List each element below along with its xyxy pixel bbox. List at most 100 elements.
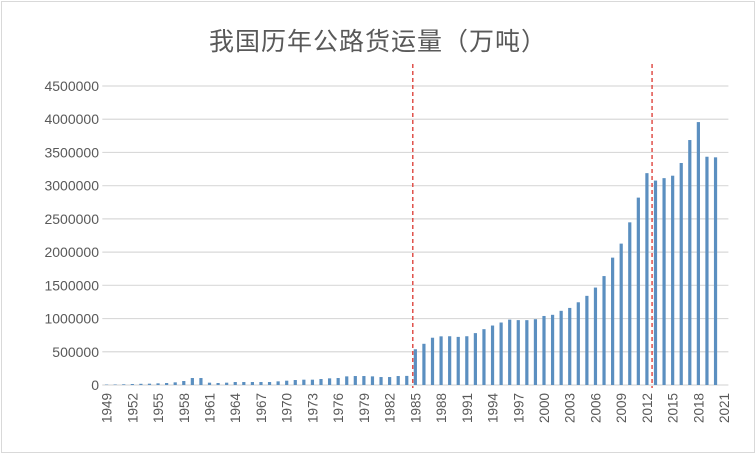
bar-1987 (430, 337, 435, 385)
bar-1979 (362, 376, 366, 385)
bar-1963 (225, 382, 229, 385)
bar-1956 (165, 383, 169, 385)
bar-1988 (439, 336, 443, 385)
bar-1994 (490, 325, 495, 385)
bar-1971 (293, 380, 297, 385)
bar-1978 (353, 376, 357, 385)
bar-1961 (207, 382, 212, 385)
bar-1998 (525, 320, 529, 385)
bar-2007 (602, 276, 606, 385)
x-tick-label: 1982 (383, 393, 398, 423)
bar-1972 (302, 379, 306, 385)
bar-1986 (422, 343, 426, 385)
x-tick-label: 1949 (100, 393, 115, 423)
x-tick-label: 1970 (280, 393, 295, 423)
bar-2009 (619, 243, 623, 385)
bar-1976 (336, 378, 340, 385)
y-tick-label: 3000000 (44, 178, 99, 194)
y-tick-label: 500000 (52, 344, 99, 360)
bar-2011 (636, 197, 640, 385)
bar-1995 (499, 322, 503, 385)
bar-1955 (156, 383, 160, 385)
x-tick-label: 2000 (537, 393, 552, 423)
x-tick-label: 1985 (408, 393, 423, 423)
bar-2015 (671, 175, 675, 385)
bar-2010 (628, 222, 632, 385)
x-tick-label: 2018 (691, 393, 706, 423)
bar-1966 (250, 382, 254, 385)
bar-2006 (593, 287, 598, 385)
bar-1962 (216, 383, 220, 385)
bar-1991 (465, 336, 469, 385)
bar-2005 (585, 295, 589, 385)
bar-1954 (147, 383, 152, 385)
x-tick-label: 1991 (460, 393, 475, 423)
bar-1999 (533, 319, 538, 385)
bar-2000 (542, 315, 546, 385)
x-tick-label: 1997 (511, 393, 526, 423)
x-tick-label: 1967 (254, 393, 269, 423)
x-tick-label: 1973 (305, 393, 320, 423)
x-tick-label: 1994 (486, 393, 501, 424)
bar-1967 (259, 382, 263, 385)
bar-2008 (611, 257, 615, 385)
y-tick-label: 1500000 (44, 277, 99, 293)
x-tick-label: 1955 (151, 393, 166, 423)
bar-1953 (139, 383, 143, 385)
bar-1968 (267, 382, 272, 385)
bar-1997 (516, 320, 520, 385)
bar-2013 (653, 180, 658, 385)
bar-1981 (379, 377, 383, 385)
x-tick-label: 1958 (177, 393, 192, 423)
y-tick-label: 0 (91, 377, 99, 393)
bar-1958 (182, 381, 186, 385)
bar-2018 (696, 122, 700, 386)
x-tick-label: 2003 (563, 393, 578, 423)
bar-1983 (396, 376, 400, 385)
x-tick-label: 1961 (203, 393, 218, 423)
y-tick-label: 2500000 (44, 211, 99, 227)
bar-1957 (173, 382, 177, 385)
bar-2019 (705, 156, 709, 385)
bar-1973 (310, 379, 315, 385)
bar-1951 (122, 384, 126, 385)
bar-1977 (345, 376, 349, 385)
x-tick-label: 1988 (434, 393, 449, 423)
bar-1989 (448, 336, 452, 385)
x-tick-label: 1979 (357, 393, 372, 423)
bar-2020 (713, 157, 718, 385)
chart-title: 我国历年公路货运量（万吨） (208, 27, 547, 56)
bar-2004 (576, 302, 580, 385)
bar-1969 (276, 381, 280, 385)
bar-1975 (327, 378, 332, 385)
bar-1993 (482, 329, 486, 385)
x-tick-label: 2012 (640, 393, 655, 423)
x-tick-label: 1976 (331, 393, 346, 423)
x-tick-label: 2009 (614, 393, 629, 423)
bar-1992 (473, 333, 477, 385)
bar-2014 (662, 178, 666, 385)
bar-1964 (233, 382, 237, 385)
y-tick-label: 2000000 (44, 244, 99, 260)
bar-2003 (568, 307, 572, 385)
bar-2017 (688, 140, 692, 385)
bar-1970 (285, 380, 289, 385)
bar-2001 (550, 314, 555, 385)
bar-1965 (242, 382, 246, 385)
bar-2002 (559, 310, 563, 385)
bar-1996 (508, 319, 512, 385)
y-tick-label: 3500000 (44, 144, 99, 160)
x-tick-label: 2006 (588, 393, 603, 423)
x-tick-label: 2021 (717, 393, 732, 423)
bar-2016 (679, 162, 683, 385)
bar-1982 (388, 377, 392, 385)
x-tick-label: 1964 (228, 393, 243, 424)
bar-1959 (190, 378, 194, 385)
y-tick-label: 4500000 (44, 78, 99, 94)
bar-1985 (413, 349, 417, 385)
x-tick-label: 2015 (666, 393, 681, 423)
bar-1960 (199, 378, 203, 385)
bar-1990 (456, 336, 460, 385)
